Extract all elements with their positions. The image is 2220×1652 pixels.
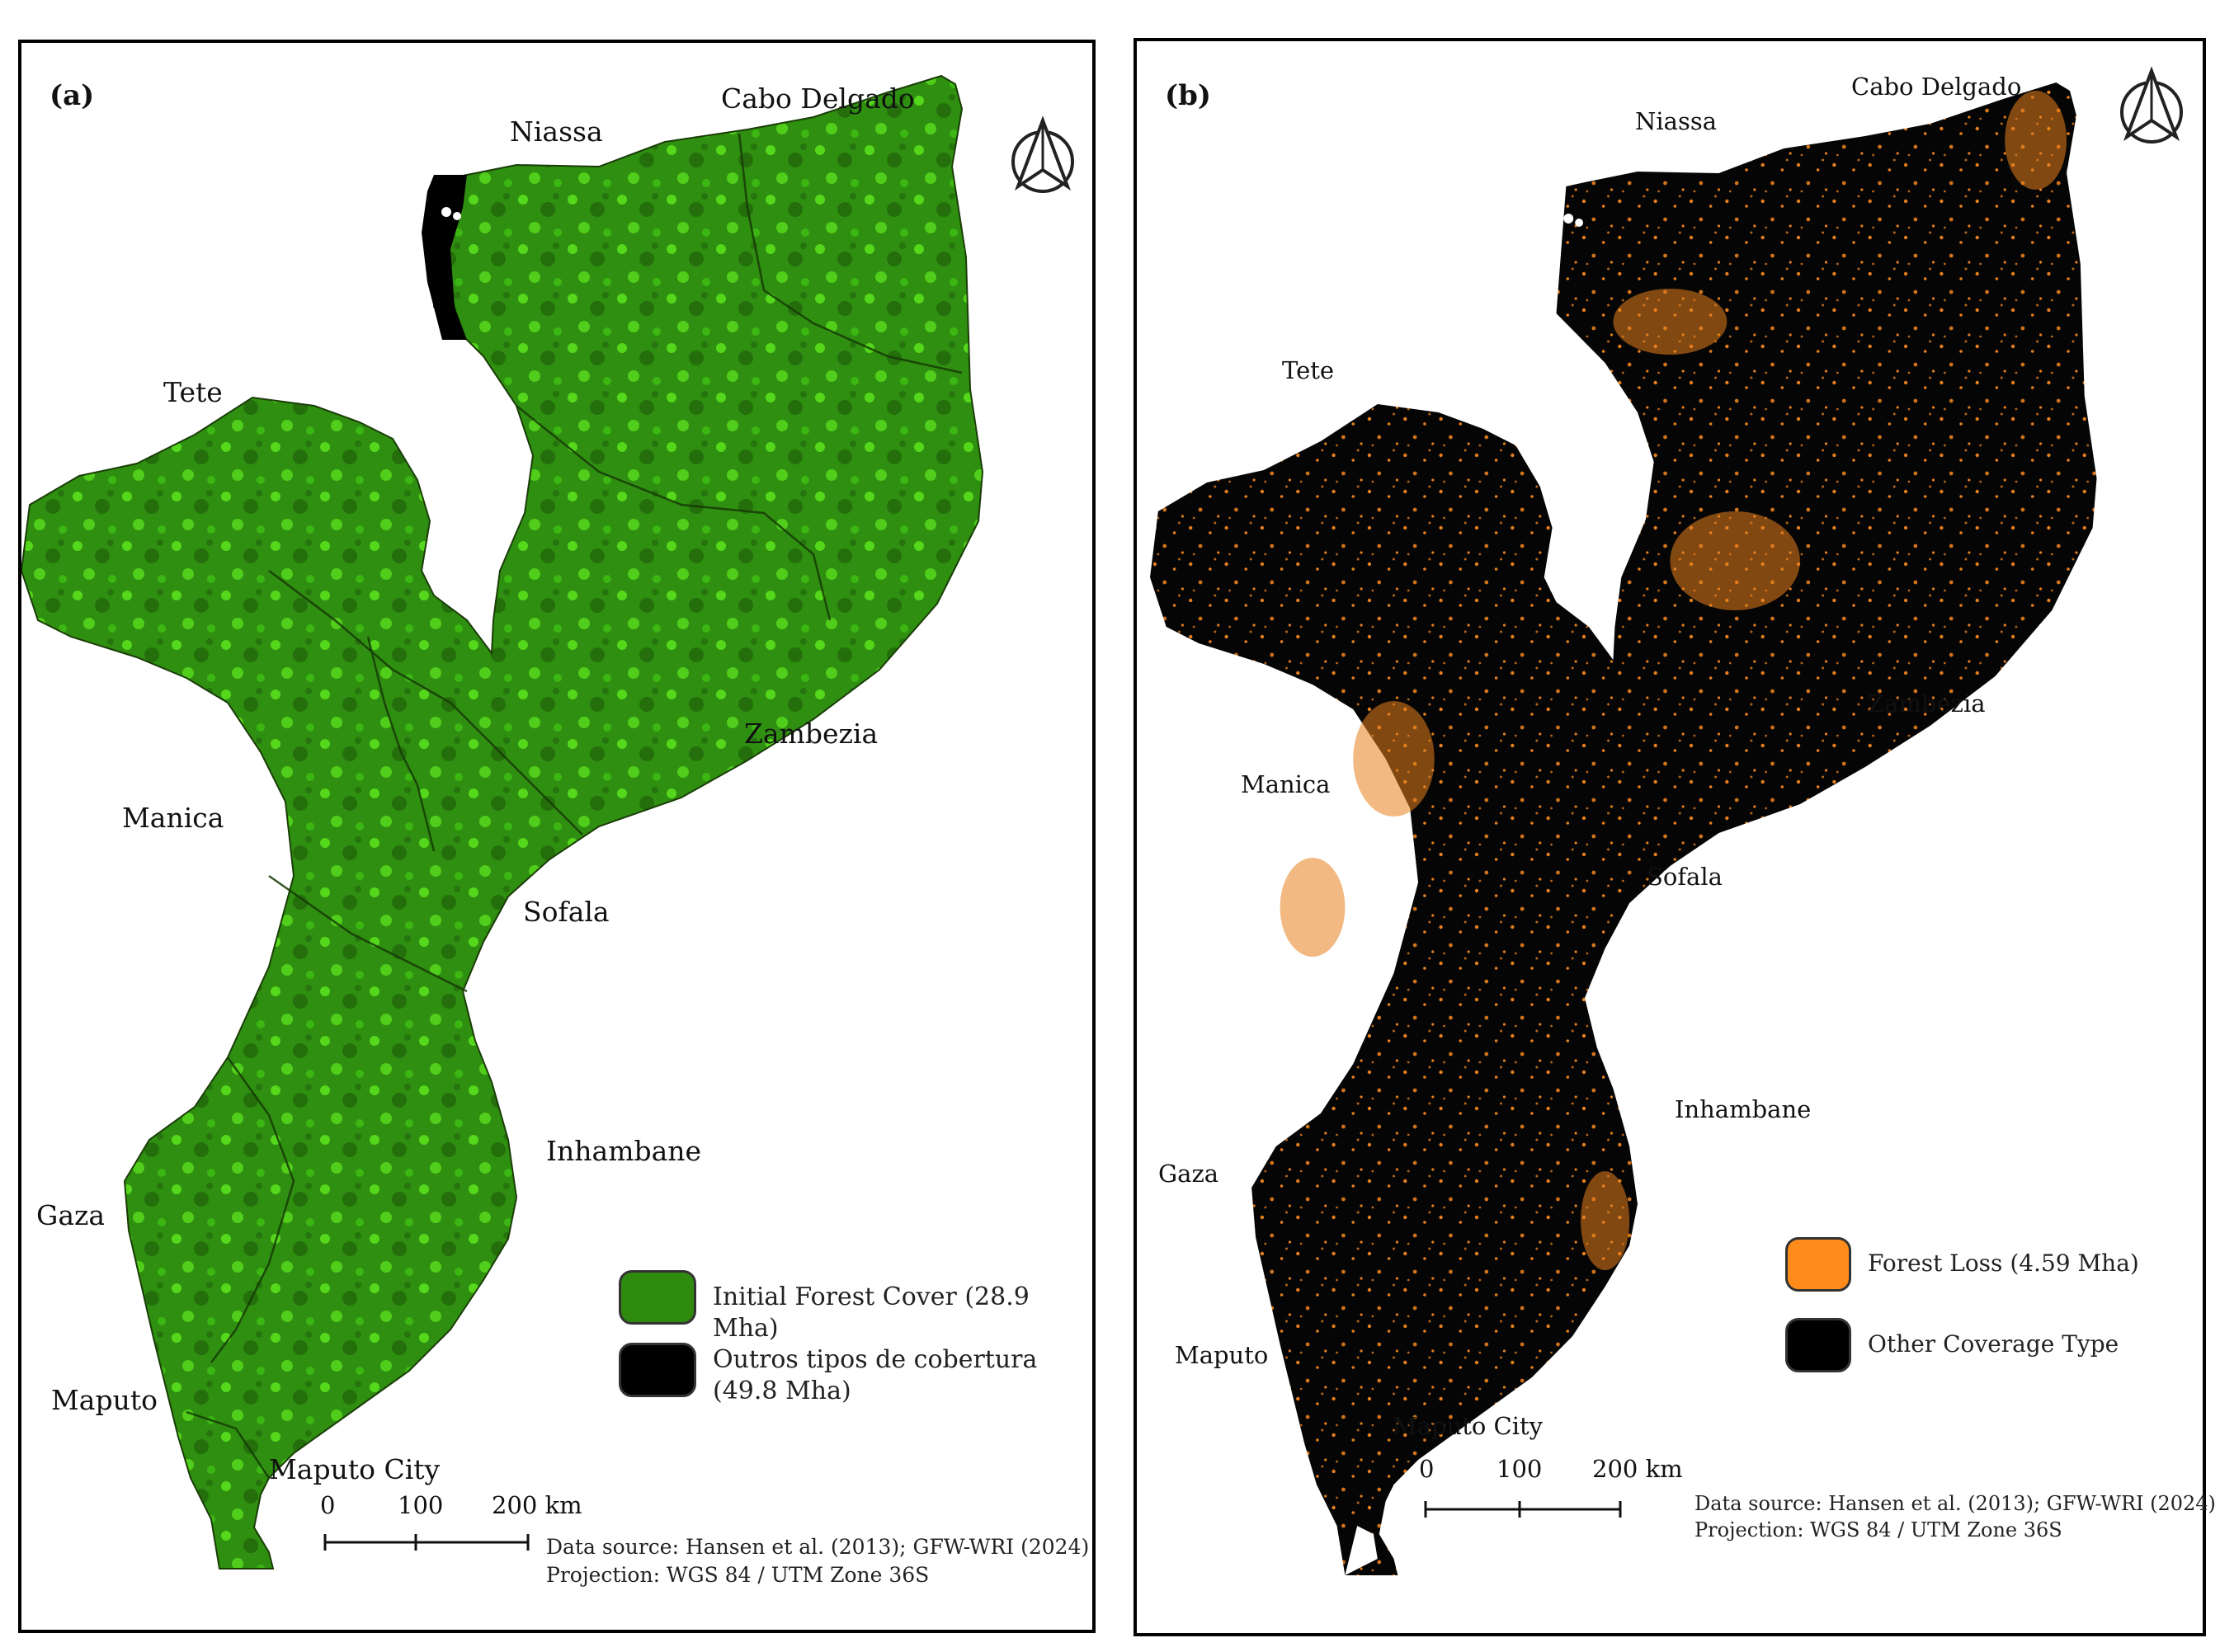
province-label-maputo-city: Maputo City [1393, 1412, 1544, 1440]
province-label-maputo: Maputo [51, 1384, 158, 1416]
province-label-inhambane: Inhambane [1675, 1095, 1812, 1123]
legend-swatch [1785, 1318, 1851, 1372]
scale-tick-label: 0 [320, 1491, 336, 1519]
legend-swatch [1785, 1237, 1851, 1292]
legend-item-initial-forest: Initial Forest Cover (28.9 Mha) [619, 1270, 1092, 1344]
panel-letter: (a) [49, 79, 95, 112]
scale-tick-label: 200 km [492, 1491, 582, 1519]
projection-text: Projection: WGS 84 / UTM Zone 36S [546, 1563, 930, 1587]
north-arrow-icon [1011, 115, 1074, 193]
panel-letter: (b) [1165, 79, 1211, 112]
province-label-gaza: Gaza [1158, 1160, 1219, 1188]
mozambique-forest-cover-map [21, 75, 983, 1570]
province-label-cabo-delgado: Cabo Delgado [1851, 73, 2022, 101]
legend-item-other-cover: Outros tipos de cobertura (49.8 Mha) [619, 1343, 1076, 1407]
legend-swatch [619, 1343, 696, 1397]
province-label-gaza: Gaza [36, 1199, 106, 1231]
scale-tick-label: 0 [1419, 1455, 1435, 1483]
province-label-tete: Tete [1282, 356, 1335, 384]
province-label-maputo: Maputo [1175, 1341, 1269, 1369]
data-source-text: Data source: Hansen et al. (2013); GFW-W… [546, 1535, 1090, 1559]
scale-tick-label: 200 km [1592, 1455, 1683, 1483]
map-panel-b: (b) Cabo Delgado Niassa Tete Zambezia Ma… [1134, 38, 2216, 1636]
mozambique-forest-loss-map [1150, 82, 2097, 1575]
province-label-zambezia: Zambezia [1868, 690, 1986, 718]
province-label-sofala: Sofala [1647, 863, 1723, 891]
legend-item-forest-loss: Forest Loss (4.59 Mha) [1785, 1237, 2139, 1292]
scale-tick-label: 100 [398, 1491, 444, 1519]
province-label-tete: Tete [163, 376, 223, 408]
province-label-maputo-city: Maputo City [269, 1453, 441, 1485]
legend-label: Other Coverage Type [1868, 1330, 2119, 1358]
map-panel-a: (a) Cabo Delgado Niassa Tete Zambezia Ma… [18, 40, 1096, 1633]
legend-label: Initial Forest Cover (28.9 Mha) [713, 1283, 1030, 1343]
province-label-cabo-delgado: Cabo Delgado [721, 82, 915, 115]
legend-label: Outros tipos de cobertura (49.8 Mha) [713, 1345, 1038, 1405]
province-label-manica: Manica [122, 802, 224, 834]
province-label-sofala: Sofala [523, 896, 610, 928]
legend-swatch [619, 1270, 696, 1325]
north-arrow-icon [2120, 66, 2183, 144]
projection-text: Projection: WGS 84 / UTM Zone 36S [1694, 1518, 2062, 1541]
province-label-niassa: Niassa [1635, 107, 1717, 135]
scale-bar [1424, 1501, 1622, 1518]
scale-tick-label: 100 [1496, 1455, 1543, 1483]
data-source-text: Data source: Hansen et al. (2013); GFW-W… [1694, 1492, 2216, 1515]
legend-label: Forest Loss (4.59 Mha) [1868, 1250, 2139, 1277]
province-label-manica: Manica [1241, 770, 1331, 798]
legend-item-other-coverage: Other Coverage Type [1785, 1318, 2119, 1372]
province-label-zambezia: Zambezia [744, 718, 879, 750]
province-label-niassa: Niassa [510, 115, 603, 148]
province-label-inhambane: Inhambane [546, 1135, 702, 1167]
scale-bar [323, 1534, 530, 1551]
